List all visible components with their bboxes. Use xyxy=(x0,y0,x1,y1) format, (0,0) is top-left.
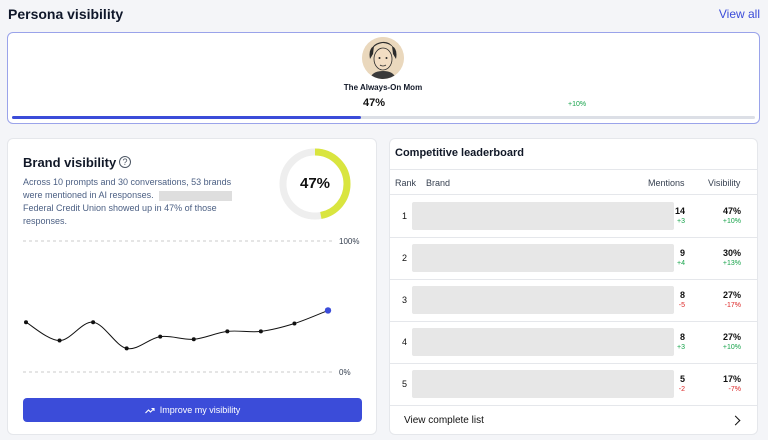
visibility-value: 30% xyxy=(722,248,741,258)
series-point-latest[interactable] xyxy=(324,307,332,314)
row-mentions: 5 -2 xyxy=(679,374,685,393)
axis-label-top: 100% xyxy=(339,237,359,246)
leaderboard-row[interactable]: 3 8 -5 27% -17% xyxy=(390,280,757,322)
mentions-value: 8 xyxy=(679,290,685,300)
leaderboard-title: Competitive leaderboard xyxy=(395,147,524,159)
page-title: Persona visibility xyxy=(8,6,124,22)
column-brand: Brand xyxy=(426,178,451,188)
row-mentions: 9 +4 xyxy=(677,248,685,267)
series-point[interactable] xyxy=(292,321,297,326)
persona-visibility-delta: +10% xyxy=(568,101,587,108)
row-visibility: 17% -7% xyxy=(723,374,741,393)
leaderboard-row[interactable]: 5 5 -2 17% -7% xyxy=(390,364,757,406)
series-point[interactable] xyxy=(258,329,263,334)
chevron-right-icon xyxy=(730,415,741,426)
visibility-delta: -7% xyxy=(728,386,741,393)
redacted-brand xyxy=(412,286,674,314)
visibility-delta: +10% xyxy=(722,344,741,351)
axis-label-bottom: 0% xyxy=(339,368,351,377)
row-mentions: 14 +3 xyxy=(675,206,685,225)
row-rank: 4 xyxy=(402,337,408,347)
series-points xyxy=(24,307,332,351)
brand-visibility-card: Brand visibility ? Across 10 prompts and… xyxy=(7,138,377,435)
mentions-delta: +3 xyxy=(677,344,685,351)
persona-progress-fill xyxy=(12,116,362,119)
visibility-donut xyxy=(279,148,351,220)
row-visibility: 27% +10% xyxy=(723,332,741,351)
persona-visibility-value: 47% xyxy=(363,97,386,109)
row-rank: 5 xyxy=(402,379,408,389)
mentions-value: 14 xyxy=(674,206,685,216)
row-visibility: 27% -17% xyxy=(723,290,741,309)
visibility-line-chart: 100% 0% xyxy=(23,237,359,377)
row-visibility: 30% +13% xyxy=(723,248,741,267)
improve-visibility-button[interactable]: Improve my visibility xyxy=(23,398,362,422)
redacted-brand xyxy=(412,244,674,272)
row-mentions: 8 -5 xyxy=(679,290,685,309)
brand-visibility-title: Brand visibility xyxy=(23,155,117,170)
leaderboard-row[interactable]: 4 8 +3 27% +10% xyxy=(390,322,757,364)
redacted-brand-name xyxy=(159,190,233,201)
mentions-delta: +4 xyxy=(677,260,685,267)
description-line-1: Across 10 prompts and 30 conversations, … xyxy=(23,177,232,200)
redacted-brand xyxy=(412,328,674,356)
leaderboard-row[interactable]: 2 9 +4 30% +13% xyxy=(390,238,757,280)
series-point[interactable] xyxy=(225,329,230,334)
row-rank: 2 xyxy=(402,253,408,263)
series-point[interactable] xyxy=(191,337,196,342)
column-rank: Rank xyxy=(395,178,417,188)
brand-visibility-description: Across 10 prompts and 30 conversations, … xyxy=(23,176,253,228)
mentions-delta: +3 xyxy=(677,218,685,225)
mentions-value: 8 xyxy=(679,332,685,342)
persona-avatar xyxy=(362,37,404,79)
description-line-2: Federal Credit Union showed up in 47% of… xyxy=(23,203,217,226)
improve-visibility-label: Improve my visibility xyxy=(159,405,241,415)
help-icon[interactable]: ? xyxy=(119,156,131,168)
series-point[interactable] xyxy=(57,338,62,343)
view-complete-list-label: View complete list xyxy=(404,415,484,426)
row-mentions: 8 +3 xyxy=(677,332,685,351)
redacted-brand xyxy=(412,202,674,230)
visibility-value: 27% xyxy=(722,290,741,300)
visibility-value: 17% xyxy=(722,374,741,384)
persona-name: The Always-On Mom xyxy=(343,83,423,92)
row-rank: 1 xyxy=(402,211,408,221)
visibility-delta: +13% xyxy=(722,260,741,267)
persona-card[interactable]: The Always-On Mom 47% +10% xyxy=(7,32,760,124)
visibility-delta: -17% xyxy=(724,302,741,309)
series-point[interactable] xyxy=(158,334,163,339)
series-point[interactable] xyxy=(24,320,28,325)
visibility-delta: +10% xyxy=(722,218,741,225)
visibility-value: 27% xyxy=(722,332,741,342)
leaderboard-card: Competitive leaderboard Rank Brand Menti… xyxy=(389,138,758,435)
redacted-brand xyxy=(412,370,674,398)
column-visibility: Visibility xyxy=(708,178,741,188)
leaderboard-row[interactable]: 1 14 +3 47% +10% xyxy=(390,196,757,238)
leaderboard-header-row: Rank Brand Mentions Visibility xyxy=(390,169,757,195)
mentions-value: 5 xyxy=(679,374,685,384)
series-line xyxy=(25,309,329,350)
mentions-delta: -5 xyxy=(678,302,685,309)
series-point[interactable] xyxy=(124,346,129,351)
visibility-value: 47% xyxy=(722,206,741,216)
donut-arc xyxy=(279,148,351,220)
trend-up-icon xyxy=(144,408,155,414)
view-complete-list-link[interactable]: View complete list xyxy=(390,407,757,434)
donut-value: 47% xyxy=(299,175,331,192)
view-all-link[interactable]: View all xyxy=(718,7,760,21)
column-mentions: Mentions xyxy=(648,178,685,188)
series-point[interactable] xyxy=(91,320,96,325)
persona-progress-track xyxy=(12,116,755,119)
section-header: Persona visibility View all xyxy=(8,6,760,28)
row-visibility: 47% +10% xyxy=(723,206,741,225)
mentions-value: 9 xyxy=(679,248,685,258)
row-rank: 3 xyxy=(402,295,408,305)
mentions-delta: -2 xyxy=(678,386,685,393)
